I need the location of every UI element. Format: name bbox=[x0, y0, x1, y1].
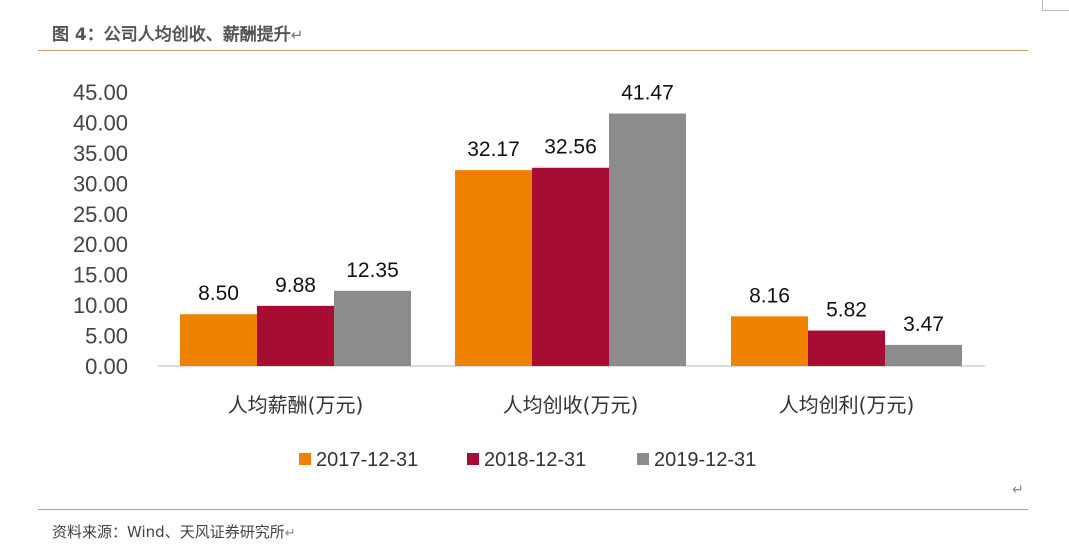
y-tick-label: 25.00 bbox=[73, 202, 128, 227]
x-category-label: 人均薪酬(万元) bbox=[228, 393, 364, 417]
figure-title: 图 4：公司人均创收、薪酬提升↵ bbox=[52, 20, 303, 45]
data-label: 5.82 bbox=[826, 299, 867, 322]
data-label: 8.50 bbox=[198, 282, 239, 305]
source-text: 资料来源：Wind、天风证券研究所 bbox=[52, 523, 285, 541]
data-label: 12.35 bbox=[346, 259, 399, 282]
legend-swatch bbox=[467, 453, 479, 465]
bar bbox=[731, 316, 808, 366]
y-tick-label: 20.00 bbox=[73, 232, 128, 257]
y-tick-label: 40.00 bbox=[73, 110, 128, 135]
legend-swatch bbox=[637, 453, 649, 465]
legend-label: 2019-12-31 bbox=[654, 449, 756, 471]
source-divider bbox=[38, 509, 1028, 510]
legend-label: 2018-12-31 bbox=[484, 449, 586, 471]
data-label: 3.47 bbox=[903, 313, 944, 336]
legend-label: 2017-12-31 bbox=[316, 449, 418, 471]
y-tick-label: 10.00 bbox=[73, 293, 128, 318]
y-tick-label: 45.00 bbox=[73, 80, 128, 105]
title-divider bbox=[38, 50, 1028, 51]
data-label: 9.88 bbox=[275, 274, 316, 297]
return-mark-icon: ↵ bbox=[290, 26, 304, 44]
y-tick-label: 30.00 bbox=[73, 171, 128, 196]
x-category-label: 人均创利(万元) bbox=[779, 393, 915, 417]
data-label: 41.47 bbox=[621, 81, 674, 104]
x-category-label: 人均创收(万元) bbox=[503, 393, 639, 417]
figure-title-text: 图 4：公司人均创收、薪酬提升 bbox=[52, 25, 291, 45]
bars-group bbox=[180, 113, 962, 366]
bar bbox=[334, 290, 411, 366]
bar bbox=[885, 344, 962, 366]
return-mark-icon: ↵ bbox=[1012, 482, 1024, 498]
data-label: 32.17 bbox=[467, 138, 520, 161]
data-label: 32.56 bbox=[544, 136, 597, 159]
bar bbox=[808, 330, 885, 366]
bar bbox=[257, 305, 334, 366]
bar bbox=[455, 170, 532, 366]
page-corner-mark bbox=[1042, 0, 1069, 11]
y-axis: 0.00 5.00 10.00 15.00 20.00 25.00 30.00 35.00 40… bbox=[73, 80, 128, 379]
data-labels-group: 8.50 9.88 12.35 32.17 32.56 41.47 8.16 5.82 3.47 bbox=[198, 81, 944, 335]
data-label: 8.16 bbox=[749, 284, 790, 307]
y-tick-label: 35.00 bbox=[73, 141, 128, 166]
bar bbox=[532, 167, 609, 366]
y-tick-label: 5.00 bbox=[85, 324, 128, 349]
legend-swatch bbox=[299, 453, 311, 465]
bar bbox=[180, 314, 257, 366]
legend: 2017-12-31 2018-12-31 2019-12-31 bbox=[299, 449, 756, 471]
bar bbox=[609, 113, 686, 366]
y-tick-label: 15.00 bbox=[73, 263, 128, 288]
source-note: 资料来源：Wind、天风证券研究所↵ bbox=[52, 521, 296, 542]
category-labels-group: 人均薪酬(万元) 人均创收(万元) 人均创利(万元) bbox=[228, 393, 915, 417]
return-mark-icon: ↵ bbox=[284, 526, 296, 541]
y-tick-label: 0.00 bbox=[85, 354, 128, 379]
